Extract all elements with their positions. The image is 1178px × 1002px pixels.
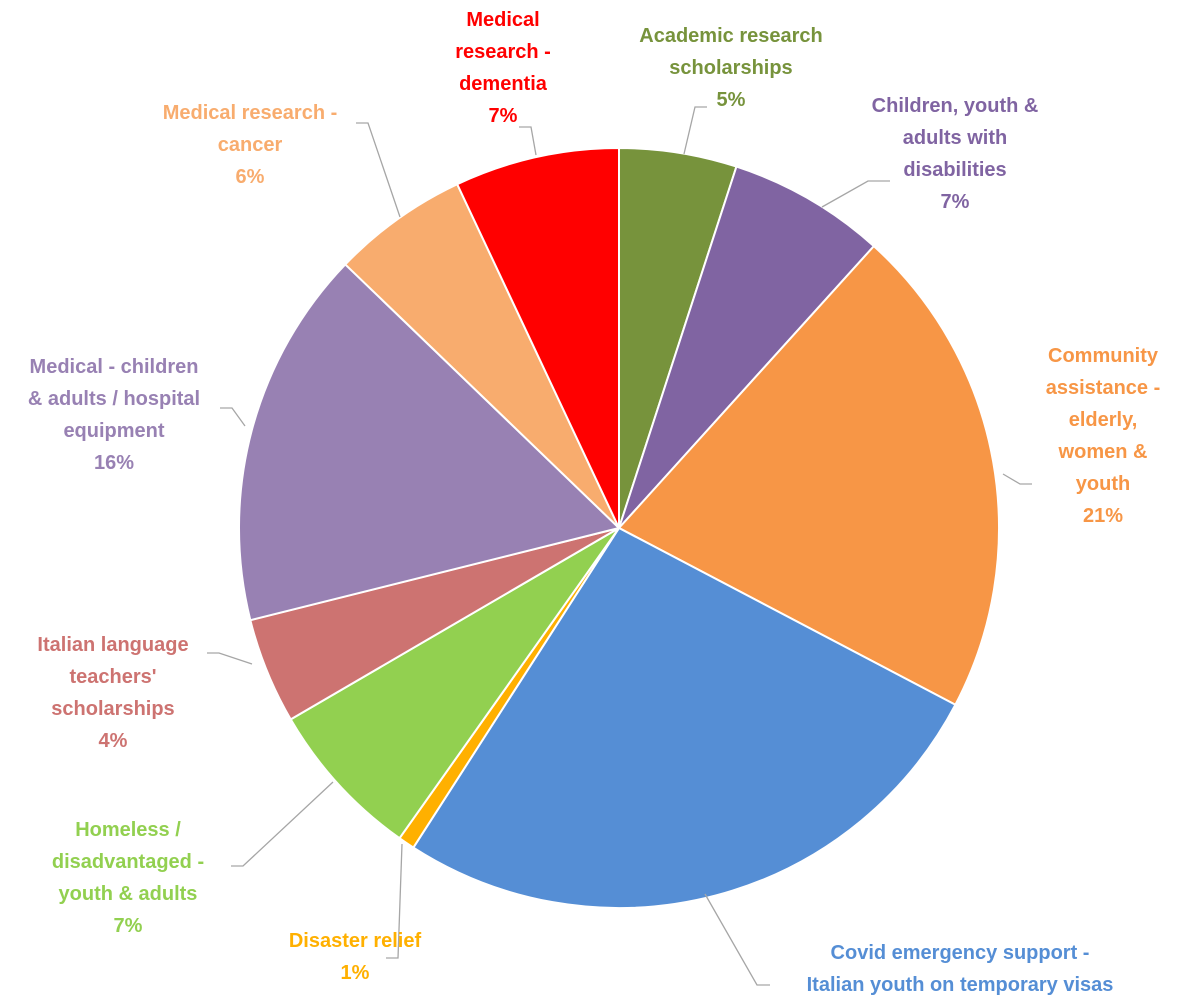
slice-name-line: women & <box>1058 441 1148 463</box>
slice-name-line: disadvantaged - <box>52 851 204 873</box>
slice-percent: 16% <box>94 452 134 474</box>
slice-label: Disaster relief 1% <box>289 930 422 984</box>
pie-slice <box>618 165 876 529</box>
slice-label: Italian language teachers' scholarships 4% <box>37 634 188 752</box>
slice-percent: 6% <box>236 166 265 188</box>
slice-percent: 5% <box>717 89 746 111</box>
leader-line <box>356 122 401 218</box>
slice-name-line: youth <box>1076 473 1130 495</box>
leader-line <box>220 407 246 427</box>
slice-label: Medical research - dementia 7% <box>455 9 551 127</box>
slice-name-line: Medical - children <box>30 356 199 378</box>
slice-percent: 1% <box>341 962 370 984</box>
slice-name-line: Covid emergency support - <box>831 942 1090 964</box>
slice-name-line: scholarships <box>669 57 792 79</box>
slice-label: Children, youth & adults with disabilities… <box>872 95 1039 213</box>
slice-name-line: Disaster relief <box>289 930 422 952</box>
slice-name-line: Community <box>1048 345 1159 367</box>
slice-percent: 21% <box>1083 505 1123 527</box>
slice-label: Homeless / disadvantaged - youth & adults 7… <box>52 819 204 937</box>
slice-name-line: assistance - <box>1046 377 1161 399</box>
leader-line <box>519 126 537 156</box>
pie-slice <box>238 262 621 622</box>
slice-name-line: youth & adults <box>59 883 198 905</box>
slice-label: Covid emergency support - Italian youth o… <box>807 942 1114 1002</box>
slice-name-line: Italian language <box>37 634 188 656</box>
leader-lines <box>207 106 1032 986</box>
slice-name-line: Academic research <box>639 25 822 47</box>
slice-name-line: Medical research - <box>163 102 338 124</box>
leader-line <box>386 843 403 959</box>
slice-name-line: Children, youth & <box>872 95 1039 117</box>
pie-slice <box>455 146 620 529</box>
slice-label: Community assistance - elderly, women & yout… <box>1046 345 1161 527</box>
pie-slices <box>238 146 1000 909</box>
slice-name-line: teachers' <box>69 666 156 688</box>
slice-percent: 7% <box>489 105 518 127</box>
slice-name-line: Italian youth on temporary visas <box>807 974 1114 996</box>
slice-name-line: research - <box>455 41 551 63</box>
leader-line <box>821 180 890 208</box>
slice-name-line: scholarships <box>51 698 174 720</box>
slice-name-line: & adults / hospital <box>28 388 200 410</box>
slice-percent: 7% <box>114 915 143 937</box>
pie-slice <box>343 182 620 529</box>
leader-line <box>231 781 334 867</box>
leader-line <box>683 106 707 155</box>
pie-slice <box>617 244 1000 707</box>
pie-slice <box>289 527 620 840</box>
slice-name-line: Medical <box>466 9 539 31</box>
leader-line <box>1002 473 1032 485</box>
slice-label: Medical - children & adults / hospital equ… <box>28 356 200 474</box>
leader-line <box>207 652 253 665</box>
slice-name-line: adults with <box>903 127 1007 149</box>
pie-slice <box>411 526 957 909</box>
slice-label: Medical research - cancer 6% <box>163 102 338 188</box>
slice-name-line: Homeless / <box>75 819 181 841</box>
slice-name-line: equipment <box>63 420 164 442</box>
slice-name-line: dementia <box>459 73 548 95</box>
slice-labels: Academic research scholarships 5% Children,… <box>28 9 1161 1002</box>
slice-label: Academic research scholarships 5% <box>639 25 822 111</box>
slice-percent: 4% <box>99 730 128 752</box>
slice-name-line: elderly, <box>1069 409 1138 431</box>
leader-line <box>704 893 770 986</box>
slice-percent: 7% <box>941 191 970 213</box>
slice-name-line: disabilities <box>903 159 1006 181</box>
slice-name-line: cancer <box>218 134 283 156</box>
